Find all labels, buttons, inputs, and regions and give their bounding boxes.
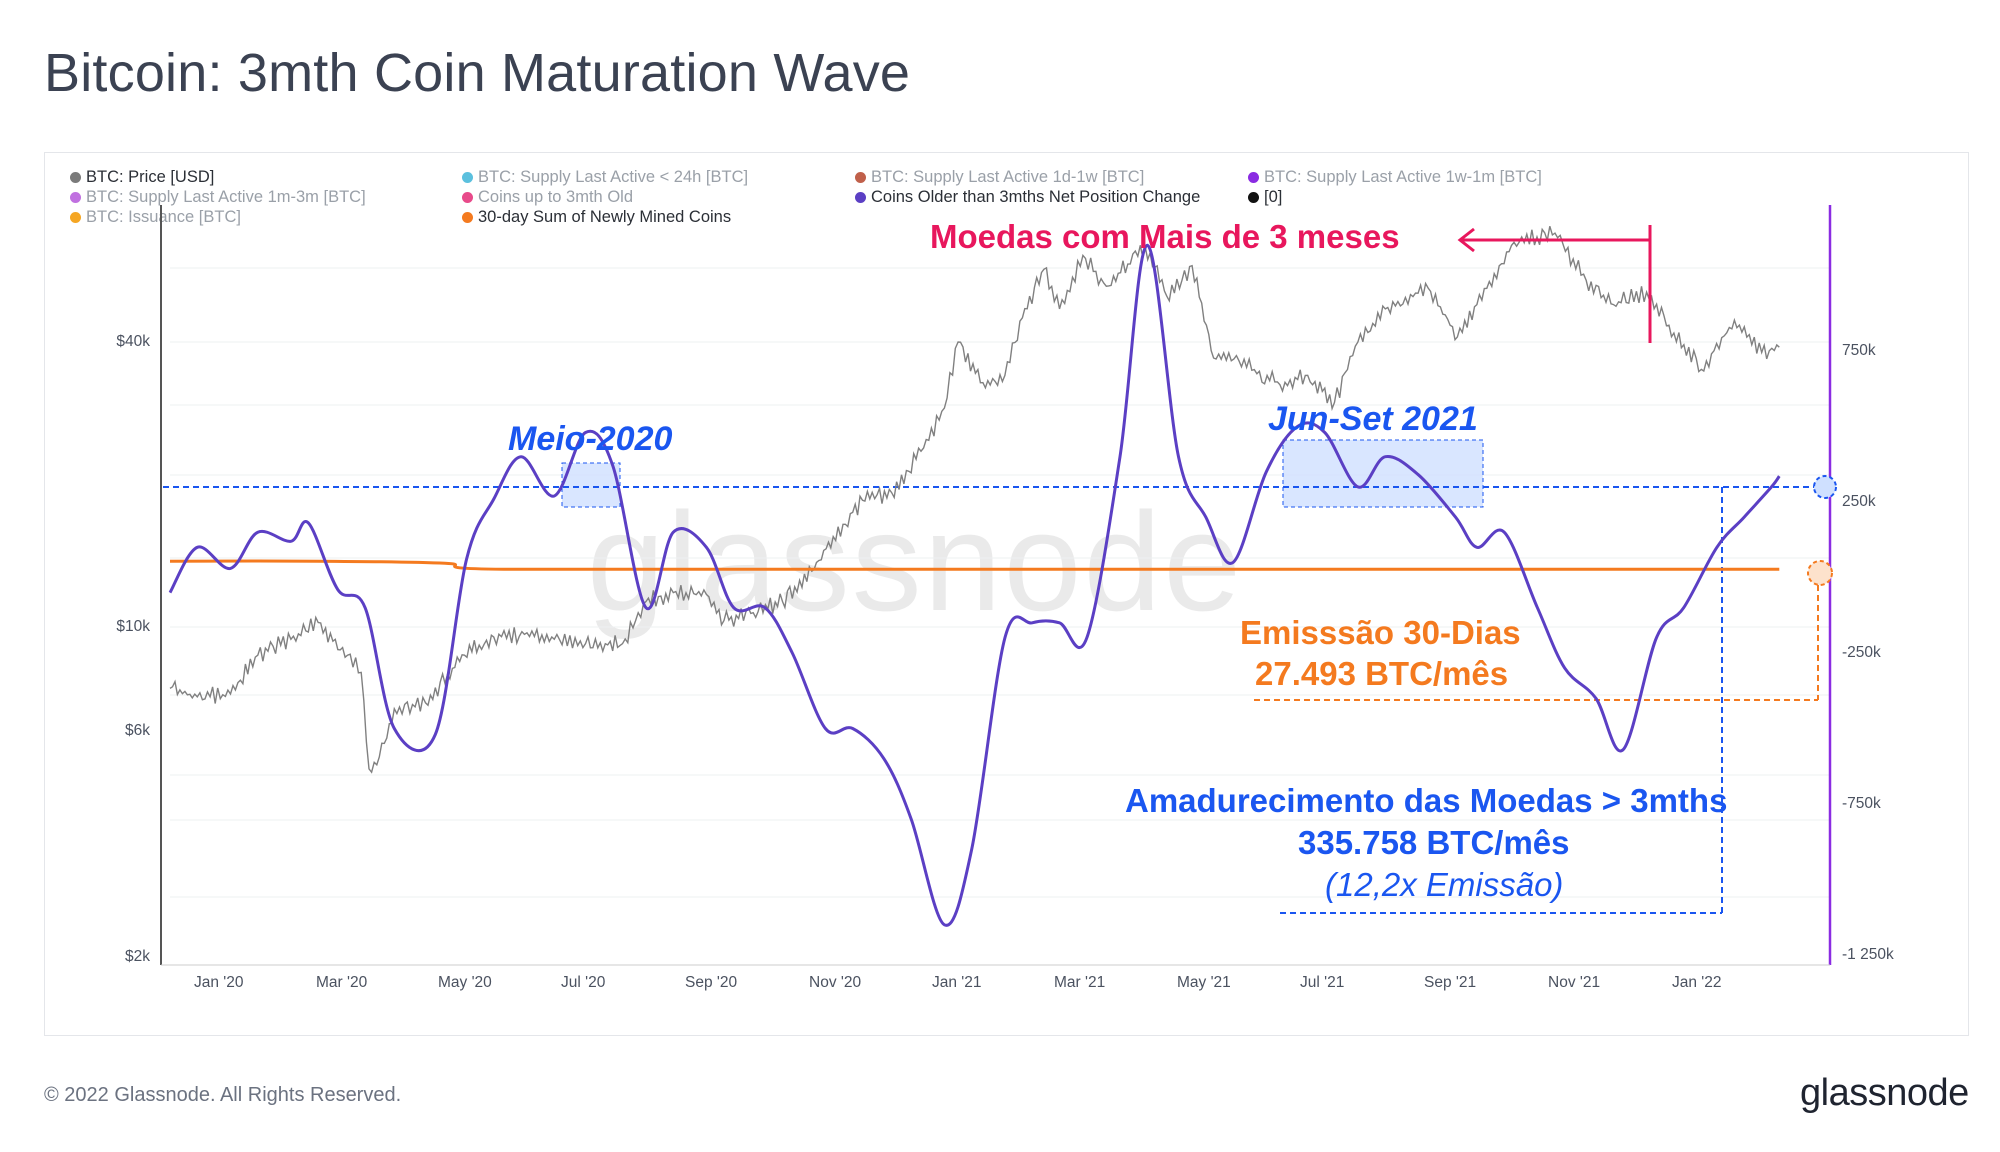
- copyright-footer: © 2022 Glassnode. All Rights Reserved.: [44, 1084, 402, 1106]
- emission-value: 27.493 BTC/mês: [1255, 655, 1509, 692]
- legend-label: [0]: [1264, 188, 1283, 206]
- legend-item[interactable]: BTC: Price [USD]: [70, 168, 214, 187]
- legend-item[interactable]: BTC: Supply Last Active < 24h [BTC]: [462, 168, 748, 187]
- legend-dot-icon: [70, 192, 81, 203]
- btc-price-line: [169, 225, 1780, 774]
- legend-item[interactable]: Coins Older than 3mths Net Position Chan…: [855, 188, 1200, 207]
- watermark-text: glassnode: [587, 483, 1243, 640]
- legend-label: BTC: Issuance [BTC]: [86, 208, 241, 226]
- legend-label: BTC: Supply Last Active < 24h [BTC]: [478, 168, 749, 186]
- y-left-tick-label: $10k: [116, 617, 150, 635]
- legend-label: BTC: Supply Last Active 1m-3m [BTC]: [86, 188, 366, 206]
- glassnode-logo: glassnode: [1800, 1072, 1969, 1114]
- legend-dot-icon: [1248, 192, 1259, 203]
- y-right-tick-label: 250k: [1842, 493, 1876, 510]
- legend-dot-icon: [70, 172, 81, 183]
- axes: [160, 205, 1832, 966]
- legend-dot-icon: [462, 192, 473, 203]
- x-tick-label: May '21: [1177, 974, 1231, 991]
- x-tick-label: Jul '21: [1300, 974, 1345, 991]
- x-tick-label: Sep '20: [685, 974, 738, 991]
- legend-dot-icon: [462, 212, 473, 223]
- legend-label: BTC: Supply Last Active 1w-1m [BTC]: [1264, 168, 1542, 186]
- legend-item[interactable]: 30-day Sum of Newly Mined Coins: [462, 208, 731, 227]
- maturation-ratio: (12,2x Emissão): [1325, 866, 1564, 903]
- x-tick-label: Nov '21: [1548, 974, 1601, 991]
- overlays: [163, 439, 1830, 914]
- jun-sep-2021-annotation: Jun-Set 2021: [1268, 400, 1478, 438]
- y-right-tick-label: -750k: [1842, 795, 1881, 812]
- legend-item[interactable]: BTC: Issuance [BTC]: [70, 208, 241, 227]
- x-tick-label: Nov '20: [809, 974, 862, 991]
- legend-label: BTC: Supply Last Active 1d-1w [BTC]: [871, 168, 1145, 186]
- x-tick-label: Jan '20: [194, 974, 244, 991]
- legend-label: Coins Older than 3mths Net Position Chan…: [871, 188, 1201, 206]
- legend-item[interactable]: BTC: Supply Last Active 1w-1m [BTC]: [1248, 168, 1542, 187]
- series: [168, 225, 1781, 927]
- legend-dot-icon: [855, 172, 866, 183]
- legend-item[interactable]: BTC: Supply Last Active 1d-1w [BTC]: [855, 168, 1144, 187]
- chart-frame: [44, 152, 1969, 1036]
- mid-2020-annotation: Meio-2020: [508, 420, 673, 458]
- y-left-tick-label: $40k: [116, 333, 150, 350]
- wave-end-marker: [1813, 475, 1837, 499]
- jun-sep-2021-highlight: [1282, 439, 1484, 508]
- maturation-label: Amadurecimento das Moedas > 3mths: [1125, 782, 1728, 819]
- emission-label: Emisssão 30-Dias: [1240, 614, 1521, 651]
- x-tick-label: Mar '21: [1054, 974, 1106, 991]
- legend-dot-icon: [855, 192, 866, 203]
- y-left-tick-label: $6k: [125, 722, 150, 740]
- y-right-tick-label: 750k: [1842, 342, 1876, 359]
- maturation-value: 335.758 BTC/mês: [1298, 824, 1570, 861]
- x-tick-label: May '20: [438, 974, 492, 991]
- annotation-shapes: [1457, 225, 1837, 586]
- legend-item[interactable]: BTC: Supply Last Active 1m-3m [BTC]: [70, 188, 366, 207]
- legend-item[interactable]: Coins up to 3mth Old: [462, 188, 633, 207]
- x-tick-label: Mar '20: [316, 974, 368, 991]
- x-tick-label: Sep '21: [1424, 974, 1477, 991]
- x-tick-label: Jul '20: [561, 974, 606, 991]
- legend-label: Coins up to 3mth Old: [478, 188, 633, 206]
- legend-label: 30-day Sum of Newly Mined Coins: [478, 208, 732, 226]
- legend-label: BTC: Price [USD]: [86, 168, 215, 186]
- x-tick-label: Jan '21: [932, 974, 982, 991]
- legend-dot-icon: [462, 172, 473, 183]
- y-right-tick-label: -250k: [1842, 644, 1881, 661]
- mid-2020-highlight: [561, 462, 621, 508]
- y-right-tick-label: -1 250k: [1842, 946, 1894, 963]
- gridlines: [170, 267, 1830, 898]
- legend-item[interactable]: [0]: [1248, 188, 1282, 207]
- issuance-end-marker: [1807, 560, 1833, 586]
- older-coins-annotation: Moedas com Mais de 3 meses: [930, 218, 1400, 255]
- page-title: Bitcoin: 3mth Coin Maturation Wave: [44, 43, 911, 103]
- legend-dot-icon: [1248, 172, 1259, 183]
- pink-arrow-head: [1457, 227, 1475, 253]
- legend-dot-icon: [70, 212, 81, 223]
- older-coins-net-position-line: [168, 243, 1781, 927]
- y-left-tick-label: $2k: [125, 948, 150, 965]
- x-tick-label: Jan '22: [1672, 974, 1722, 991]
